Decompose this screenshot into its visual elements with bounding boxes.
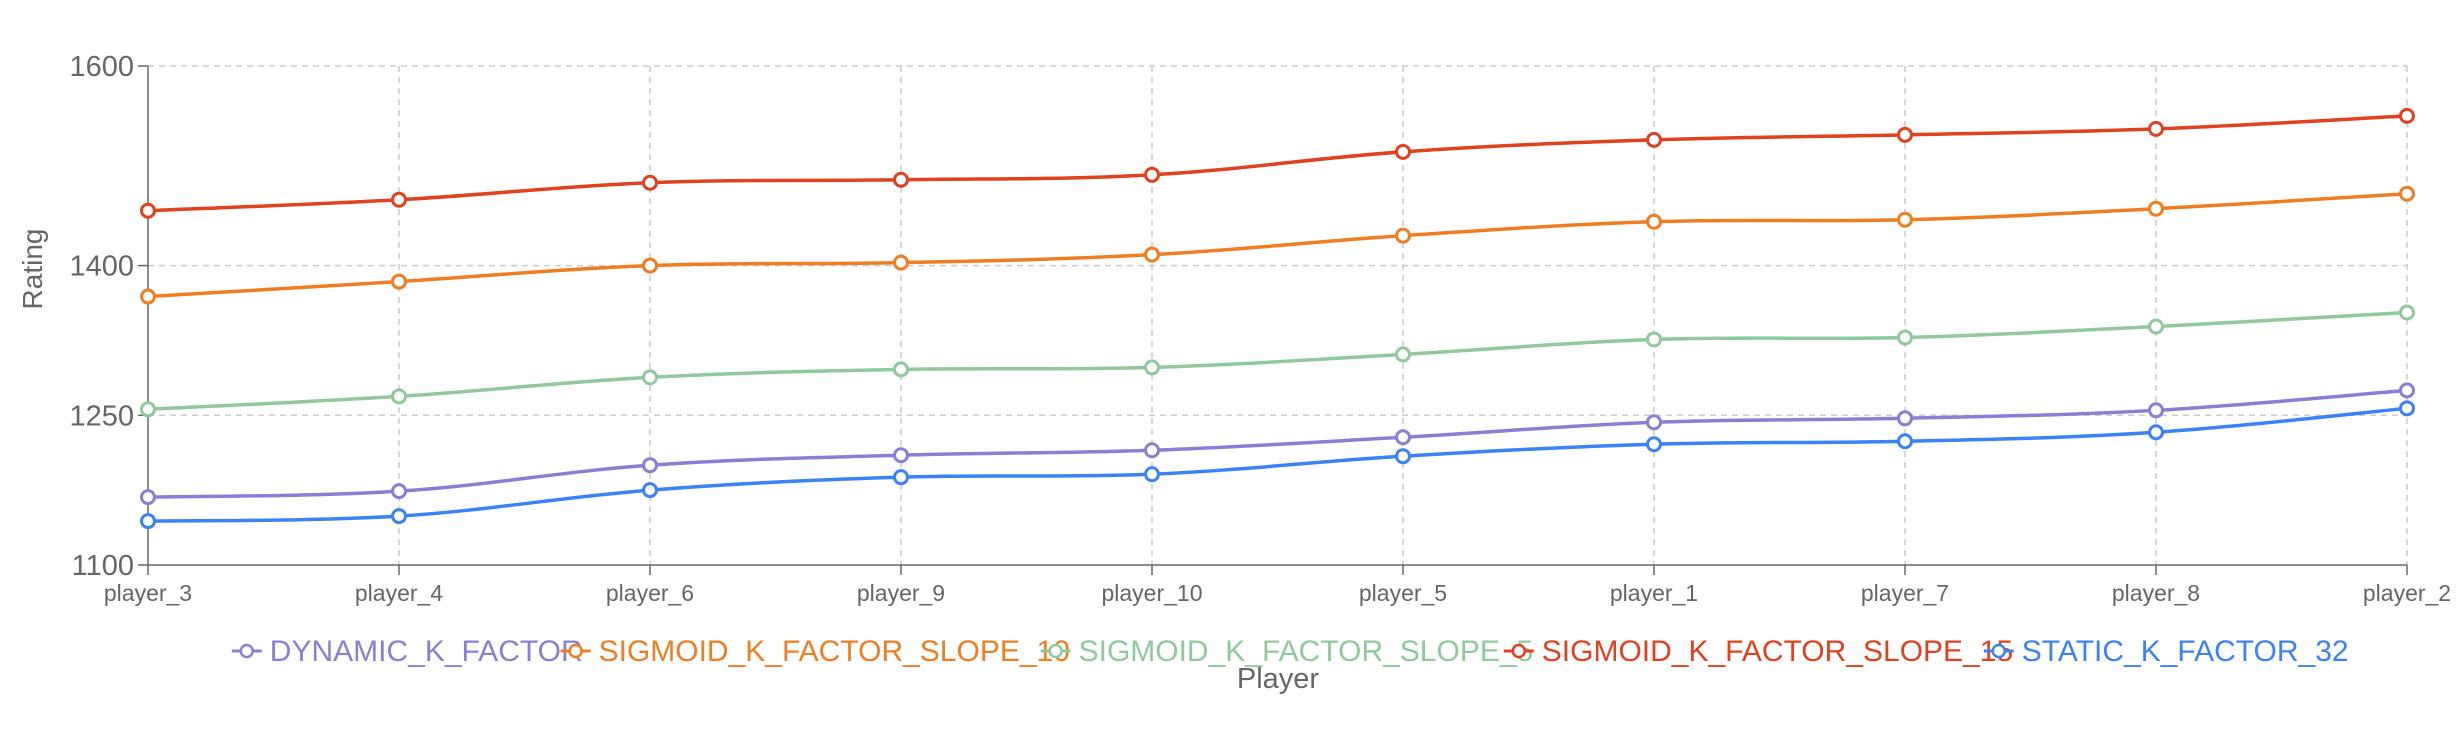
data-point[interactable] <box>1395 143 1411 160</box>
series-sigmoid-k-factor-slope-15 <box>140 107 2415 219</box>
data-point[interactable] <box>1897 211 1913 228</box>
legend: DYNAMIC_K_FACTOR SIGMOID_K_FACTOR_SLOPE_1… <box>231 635 2349 668</box>
data-point[interactable] <box>642 257 658 274</box>
series-line <box>147 191 2408 299</box>
series-dynamic-k-factor <box>140 382 2415 506</box>
x-tick-label: player_2 <box>2363 580 2451 606</box>
data-point[interactable] <box>2148 424 2164 441</box>
y-tick-label: 1600 <box>69 51 134 83</box>
x-tick-label: player_10 <box>1101 580 1202 606</box>
series-lines <box>140 107 2415 530</box>
data-point[interactable] <box>1646 131 1662 148</box>
y-tick-label: 1250 <box>69 400 134 432</box>
legend-item-sigmoid-k-factor-slope-15[interactable]: SIGMOID_K_FACTOR_SLOPE_15 <box>1503 635 2013 668</box>
data-point[interactable] <box>2148 200 2164 217</box>
data-point[interactable] <box>642 369 658 386</box>
data-point[interactable] <box>893 361 909 378</box>
x-tick-label: player_6 <box>606 580 694 606</box>
series-line <box>147 114 2408 213</box>
x-axis-title: Player <box>1237 663 1320 695</box>
x-tick-label: player_4 <box>355 580 443 606</box>
series-sigmoid-k-factor-slope-10 <box>140 185 2415 305</box>
data-point[interactable] <box>391 483 407 500</box>
x-tick-label: player_8 <box>2112 580 2200 606</box>
x-tick-label: player_3 <box>104 580 192 606</box>
data-point[interactable] <box>1897 433 1913 450</box>
data-point[interactable] <box>2399 107 2415 124</box>
axes: 1100 1250 1400 1600 player_3 player_4 player_6… <box>69 51 2451 606</box>
grid <box>148 65 2408 565</box>
series-sigmoid-k-factor-slope-5 <box>140 304 2415 418</box>
data-point[interactable] <box>1144 466 1160 483</box>
data-point[interactable] <box>893 469 909 486</box>
legend-swatch-marker <box>1511 643 1527 659</box>
data-point[interactable] <box>140 513 156 530</box>
data-point[interactable] <box>1646 331 1662 348</box>
data-point[interactable] <box>1646 436 1662 453</box>
data-point[interactable] <box>1897 410 1913 427</box>
data-point[interactable] <box>2148 120 2164 137</box>
data-point[interactable] <box>642 482 658 499</box>
legend-item-dynamic-k-factor[interactable]: DYNAMIC_K_FACTOR <box>231 635 583 668</box>
data-point[interactable] <box>1395 429 1411 446</box>
legend-label: SIGMOID_K_FACTOR_SLOPE_15 <box>1542 635 2013 668</box>
data-point[interactable] <box>140 202 156 219</box>
data-point[interactable] <box>2148 318 2164 335</box>
data-point[interactable] <box>1395 227 1411 244</box>
data-point[interactable] <box>1144 442 1160 459</box>
legend-item-sigmoid-k-factor-slope-5[interactable]: SIGMOID_K_FACTOR_SLOPE_5 <box>1040 635 1534 668</box>
data-point[interactable] <box>1897 329 1913 346</box>
legend-item-sigmoid-k-factor-slope-10[interactable]: SIGMOID_K_FACTOR_SLOPE_10 <box>560 635 1070 668</box>
data-point[interactable] <box>1144 246 1160 263</box>
series-line <box>147 388 2408 499</box>
data-point[interactable] <box>642 174 658 191</box>
data-point[interactable] <box>391 191 407 208</box>
data-point[interactable] <box>1395 448 1411 465</box>
legend-swatch-marker <box>568 643 583 659</box>
y-tick-label: 1100 <box>72 550 134 582</box>
legend-label: DYNAMIC_K_FACTOR <box>270 635 583 668</box>
legend-label: STATIC_K_FACTOR_32 <box>2022 635 2349 668</box>
legend-label: SIGMOID_K_FACTOR_SLOPE_5 <box>1079 635 1534 668</box>
data-point[interactable] <box>893 171 909 188</box>
data-point[interactable] <box>1144 166 1160 183</box>
x-tick-label: player_1 <box>1610 580 1698 606</box>
data-point[interactable] <box>2399 382 2415 399</box>
legend-swatch-marker <box>1991 643 2007 659</box>
data-point[interactable] <box>140 489 156 506</box>
data-point[interactable] <box>893 254 909 271</box>
y-axis-title: Rating <box>17 229 48 310</box>
data-point[interactable] <box>893 447 909 464</box>
data-point[interactable] <box>391 508 407 525</box>
data-point[interactable] <box>140 288 156 305</box>
series-line <box>147 310 2408 412</box>
legend-item-static-k-factor-32[interactable]: STATIC_K_FACTOR_32 <box>1983 635 2349 668</box>
x-tick-label: player_7 <box>1861 580 1949 606</box>
data-point[interactable] <box>642 457 658 474</box>
data-point[interactable] <box>391 388 407 405</box>
x-tick-label: player_5 <box>1359 580 1447 606</box>
data-point[interactable] <box>1646 414 1662 431</box>
data-point[interactable] <box>1395 346 1411 363</box>
data-point[interactable] <box>2148 402 2164 419</box>
y-tick-label: 1400 <box>69 251 134 283</box>
data-point[interactable] <box>2399 185 2415 202</box>
legend-swatch-marker <box>1048 643 1063 659</box>
data-point[interactable] <box>391 273 407 290</box>
legend-swatch-marker <box>239 643 255 659</box>
series-static-k-factor-32 <box>140 400 2415 530</box>
data-point[interactable] <box>2399 400 2415 417</box>
legend-label: SIGMOID_K_FACTOR_SLOPE_10 <box>599 635 1070 668</box>
series-line <box>147 406 2408 523</box>
x-tick-label: player_9 <box>857 580 945 606</box>
data-point[interactable] <box>1897 126 1913 143</box>
data-point[interactable] <box>1646 213 1662 230</box>
data-point[interactable] <box>2399 304 2415 321</box>
data-point[interactable] <box>140 401 156 418</box>
data-point[interactable] <box>1144 359 1160 376</box>
